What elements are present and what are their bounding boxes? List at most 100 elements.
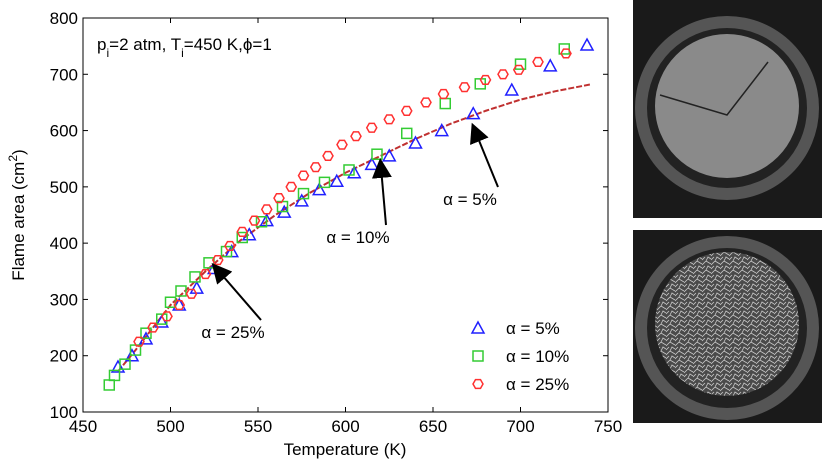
point (383, 114, 396, 125)
text-part: ) (9, 149, 28, 155)
point (119, 358, 131, 370)
x-tick-label: 450 (69, 417, 97, 436)
point (220, 245, 233, 258)
point (236, 231, 248, 244)
point (532, 56, 544, 67)
annotation: pi=2 atm, Ti=450 K,ϕ=1 (97, 35, 272, 60)
point (297, 170, 310, 181)
point (161, 311, 173, 322)
point (173, 299, 186, 311)
point (322, 150, 334, 161)
y-tick-label: 500 (50, 178, 78, 197)
arrow-label: α = 25% (201, 323, 264, 342)
point (329, 173, 345, 187)
x-tick-label: 600 (331, 417, 359, 436)
x-tick-label: 500 (156, 417, 184, 436)
point (408, 135, 423, 149)
point (189, 271, 201, 283)
x-tick-label: 750 (594, 417, 622, 436)
point (400, 105, 413, 116)
point (273, 193, 285, 204)
point (512, 64, 525, 75)
legend-marker (472, 350, 484, 362)
point (199, 269, 212, 280)
text-part: 2 (6, 155, 20, 162)
point (260, 204, 273, 215)
point (401, 127, 413, 140)
point (311, 182, 327, 196)
y-tick-label: 700 (50, 65, 78, 84)
point (154, 314, 170, 328)
point (346, 165, 362, 179)
point (224, 240, 236, 252)
arrow (211, 263, 262, 321)
point (110, 359, 126, 373)
arrow (470, 122, 499, 188)
text-part: i (106, 46, 109, 60)
point (579, 37, 595, 51)
point (497, 69, 509, 80)
point (255, 216, 268, 228)
text-part: =2 atm, T (109, 35, 181, 54)
x-axis-label: Temperature (K) (284, 440, 407, 459)
point (318, 176, 331, 189)
point (103, 379, 115, 391)
point (560, 48, 572, 59)
photo-top (633, 0, 822, 218)
point (175, 285, 187, 297)
point (364, 156, 380, 171)
point (458, 82, 471, 93)
x-tick-label: 650 (419, 417, 447, 436)
legend-label: α = 10% (506, 347, 569, 366)
point (542, 58, 558, 72)
point (420, 97, 432, 108)
arrow-label: α = 10% (326, 228, 389, 247)
y-tick-label: 100 (50, 403, 78, 422)
y-tick-label: 300 (50, 290, 78, 309)
point (147, 322, 159, 333)
text-part: Flame area (cm (9, 162, 28, 281)
text-part: i (181, 46, 184, 60)
point (309, 162, 322, 173)
point (297, 187, 310, 200)
point (236, 226, 249, 237)
point (140, 327, 152, 339)
point (185, 288, 198, 299)
y-axis-label: Flame area (cm2) (6, 149, 28, 280)
point (336, 139, 348, 150)
fit-curve (117, 83, 591, 373)
y-tick-label: 800 (50, 9, 78, 28)
text-part: p (97, 35, 106, 54)
point (437, 88, 450, 100)
text-part: =1 (252, 35, 271, 54)
arrow-label: α = 5% (443, 190, 497, 209)
point (434, 123, 450, 137)
y-tick-label: 600 (50, 122, 78, 141)
photo-bottom (633, 230, 822, 423)
point (439, 97, 451, 110)
point (365, 122, 378, 133)
point (108, 369, 121, 382)
point (343, 164, 355, 176)
point (294, 193, 310, 207)
point (504, 82, 520, 96)
point (350, 131, 362, 142)
x-tick-label: 700 (506, 417, 534, 436)
arrow (371, 157, 392, 226)
y-tick-label: 200 (50, 347, 78, 366)
text-part: ϕ (243, 35, 253, 54)
point (248, 215, 261, 226)
point (465, 106, 481, 120)
text-part: =450 K, (184, 35, 243, 54)
legend-marker (472, 378, 484, 390)
point (133, 336, 145, 347)
x-tick-label: 550 (244, 417, 272, 436)
point (285, 181, 298, 192)
point (479, 74, 492, 85)
point (156, 313, 168, 325)
y-tick-label: 400 (50, 234, 78, 253)
legend-marker (470, 320, 486, 334)
legend-label: α = 5% (506, 319, 560, 338)
point (514, 58, 527, 70)
